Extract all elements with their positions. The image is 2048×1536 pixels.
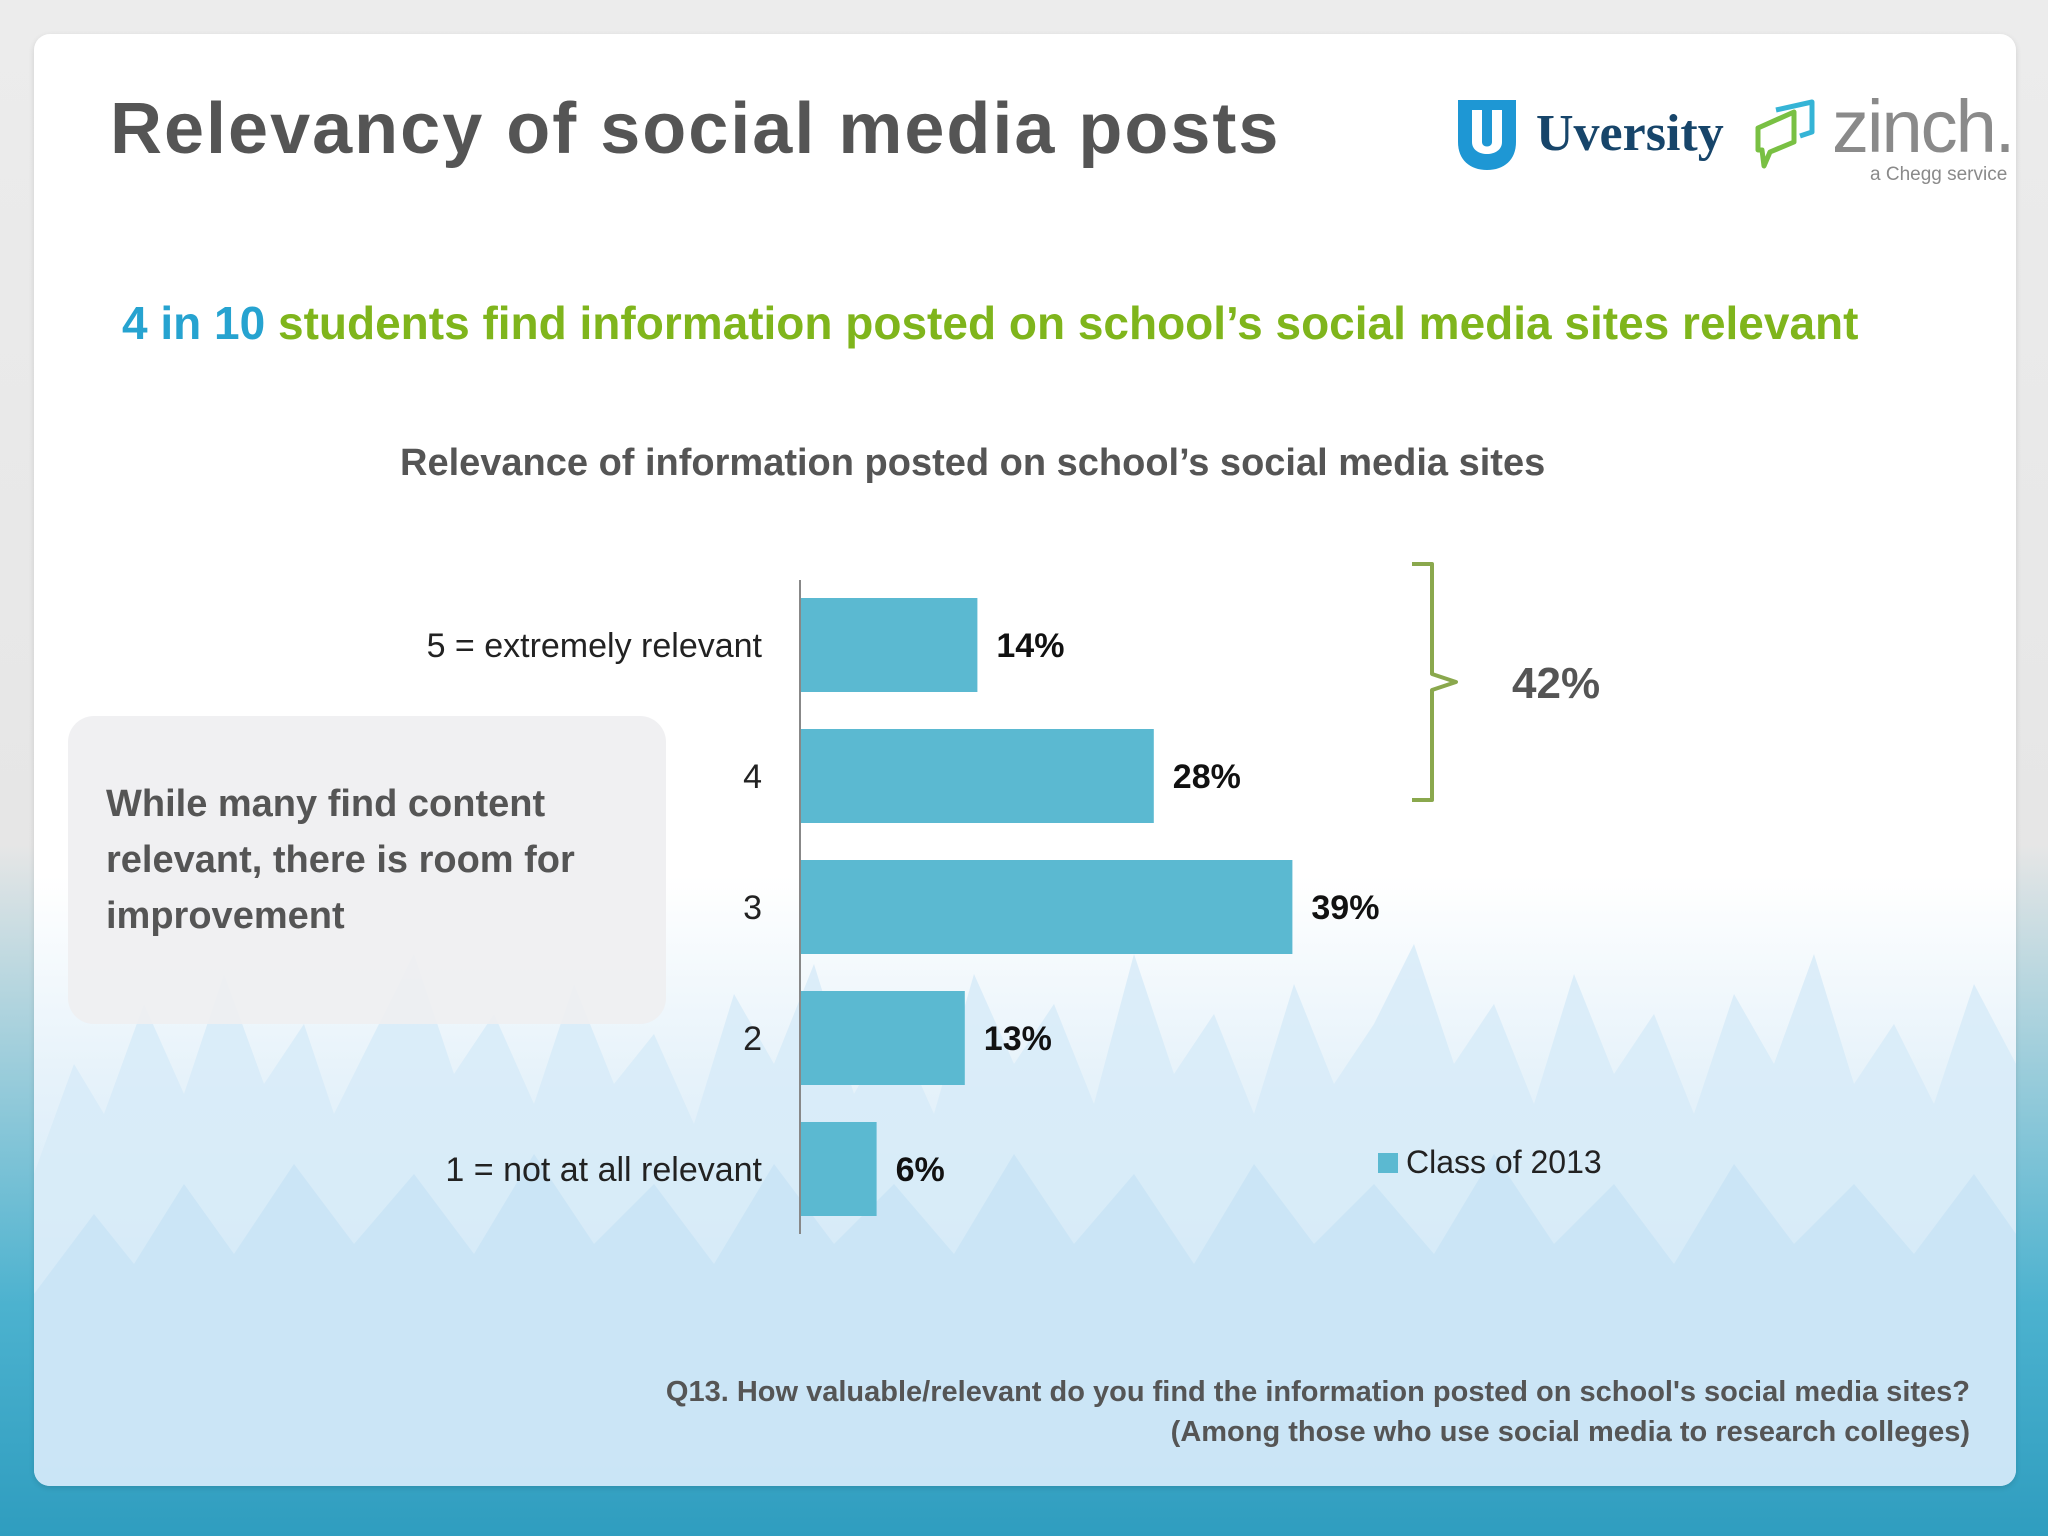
- headline-highlight: 4 in 10: [122, 297, 266, 349]
- category-label-4: 2: [743, 1020, 762, 1058]
- data-label-2: 28%: [1173, 758, 1241, 796]
- bar-2: [801, 729, 1154, 823]
- bar-chart: 5 = extremely relevant 14% 4 28% 3 39% 2 13% 1 =…: [427, 562, 1600, 1234]
- logos: Uversity zinch. a Chegg service: [1454, 54, 2015, 194]
- callout-box: While many find content relevant, there …: [68, 716, 666, 1024]
- footnote-base: (Among those who use social media to res…: [1170, 1416, 1970, 1448]
- zinch-tagline: a Chegg service: [1870, 164, 2008, 185]
- bar-4: [801, 991, 965, 1085]
- callout-text: While many find content relevant, there …: [106, 783, 575, 937]
- data-label-4: 13%: [984, 1020, 1052, 1058]
- chart-title: Relevance of information posted on schoo…: [400, 442, 1546, 484]
- bracket: [1412, 562, 1458, 802]
- legend-label: Class of 2013: [1406, 1144, 1602, 1180]
- legend-swatch: [1378, 1152, 1398, 1173]
- category-label-2: 4: [743, 758, 762, 796]
- bracket-label: 42%: [1512, 659, 1600, 708]
- chart-legend: Class of 2013: [1378, 1144, 1602, 1181]
- category-label-5: 1 = not at all relevant: [445, 1151, 762, 1189]
- data-label-1: 14%: [996, 627, 1064, 665]
- headline-rest: students find information posted on scho…: [265, 297, 1859, 349]
- data-label-5: 6%: [896, 1151, 945, 1189]
- graduates-crowd-silhouette: [34, 944, 2016, 1486]
- slide-title: Relevancy of social media posts: [110, 89, 1281, 169]
- footnote: Q13. How valuable/relevant do you find t…: [666, 1372, 1970, 1452]
- slide: Relevancy of social media posts Uversity…: [34, 34, 2016, 1486]
- headline: 4 in 10 students find information posted…: [122, 296, 1858, 350]
- uversity-logo-text: Uversity: [1536, 105, 1724, 162]
- data-label-3: 39%: [1311, 889, 1379, 927]
- footnote-question: Q13. How valuable/relevant do you find t…: [665, 1376, 1970, 1408]
- bar-3: [801, 860, 1293, 954]
- uversity-logo-icon: [1458, 100, 1516, 170]
- category-label-3: 3: [743, 889, 762, 927]
- zinch-logo-text: zinch.: [1832, 85, 2015, 168]
- bar-5: [801, 1122, 877, 1216]
- category-label-1: 5 = extremely relevant: [427, 627, 763, 665]
- zinch-logo-icon: [1755, 99, 1815, 169]
- bar-1: [801, 598, 978, 692]
